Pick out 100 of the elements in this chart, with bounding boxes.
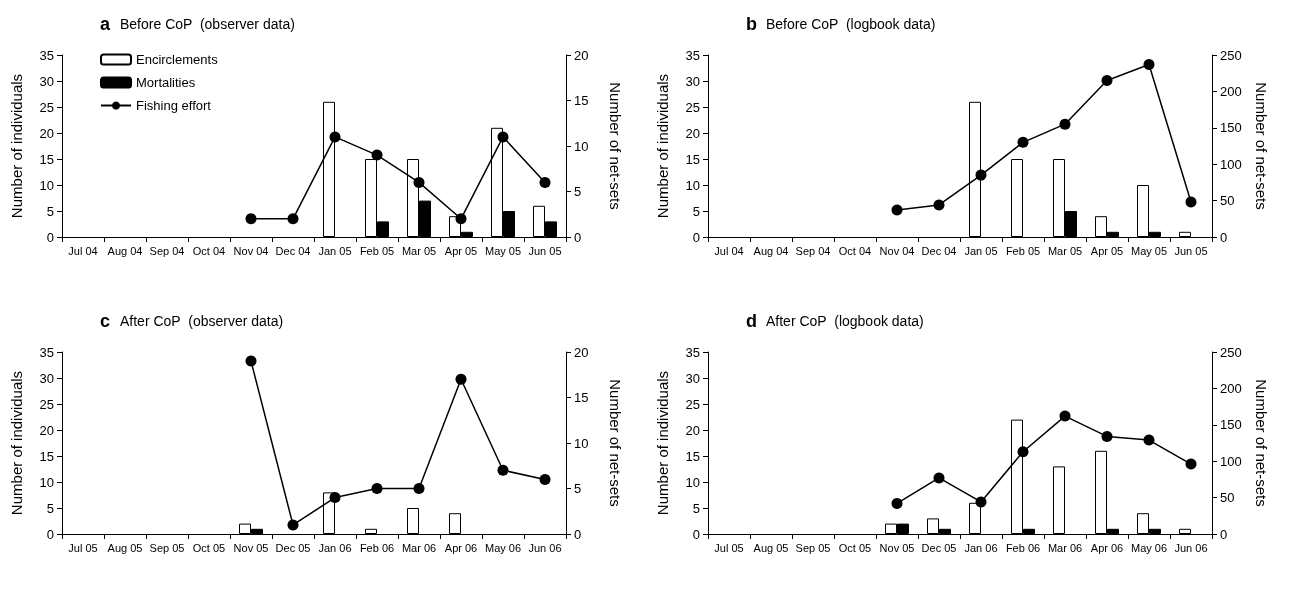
- point: [371, 149, 383, 161]
- x-tick-label: Jun 05: [1174, 244, 1208, 257]
- point: [329, 131, 341, 143]
- x-tick-label: Aug 05: [753, 541, 789, 554]
- y2-axis-title: Number of net-sets: [1253, 82, 1270, 210]
- point: [539, 176, 551, 188]
- x-tick-label: Oct 04: [838, 244, 872, 257]
- point: [1101, 430, 1113, 442]
- y-tick-label: 20: [39, 422, 54, 438]
- x-tick-label: Aug 04: [753, 244, 789, 257]
- y2-tick-label: 100: [1220, 156, 1242, 172]
- x-tick-label: Oct 05: [192, 541, 226, 554]
- x-tick-label: Jul 05: [714, 541, 744, 554]
- y-tick-label: 25: [685, 396, 700, 412]
- y-tick-label: 30: [685, 73, 700, 89]
- y2-tick-label: 0: [574, 526, 582, 542]
- point: [975, 496, 987, 508]
- x-tick-label: Nov 04: [879, 244, 915, 257]
- y-tick-label: 0: [692, 229, 700, 245]
- chart-subtitle: Before CoP (observer data): [120, 16, 295, 32]
- x-tick-label: Aug 05: [107, 541, 143, 554]
- x-tick-label: Mar 05: [401, 244, 437, 257]
- y2-tick-label: 5: [574, 184, 582, 199]
- x-tick-label: Apr 05: [1090, 244, 1124, 257]
- x-tick-label: Apr 05: [444, 244, 478, 257]
- x-tick-label: Jan 06: [318, 541, 352, 554]
- x-tick-label: May 06: [484, 541, 522, 554]
- point: [1059, 410, 1071, 422]
- y-tick-label: 35: [685, 344, 700, 360]
- x-tick-label: Feb 06: [359, 541, 395, 554]
- y2-tick-label: 15: [574, 390, 589, 405]
- y2-tick-label: 50: [1220, 490, 1235, 506]
- y2-tick-label: 15: [574, 93, 589, 108]
- point: [1143, 434, 1155, 446]
- y2-tick-label: 10: [574, 435, 589, 451]
- y2-axis-title: Number of net-sets: [1253, 379, 1270, 507]
- y-axis-title: Number of individuals: [8, 73, 25, 219]
- x-tick-label: Mar 06: [1047, 541, 1083, 554]
- x-tick-label: May 05: [484, 244, 522, 257]
- x-tick-label: Oct 05: [838, 541, 872, 554]
- chart-title: c: [100, 311, 111, 331]
- x-tick-label: Sep 04: [795, 244, 831, 257]
- x-tick-label: Dec 05: [921, 541, 957, 554]
- y-tick-label: 20: [685, 422, 700, 438]
- y-tick-label: 30: [39, 370, 54, 386]
- y-tick-label: 10: [685, 177, 700, 193]
- x-tick-label: Mar 06: [401, 541, 437, 554]
- y-tick-label: 5: [692, 203, 700, 219]
- y2-tick-label: 150: [1220, 417, 1242, 433]
- y2-tick-label: 50: [1220, 193, 1235, 209]
- x-tick-label: Sep 05: [149, 541, 185, 554]
- x-tick-label: Feb 05: [1005, 244, 1041, 257]
- y-tick-label: 0: [46, 229, 54, 245]
- y-tick-label: 20: [39, 125, 54, 141]
- x-tick-label: Aug 04: [107, 244, 143, 257]
- x-tick-label: Sep 05: [795, 541, 831, 554]
- y-tick-label: 5: [46, 500, 54, 516]
- y-tick-label: 10: [39, 177, 54, 193]
- x-tick-label: Nov 05: [233, 541, 269, 554]
- point: [1017, 136, 1029, 148]
- x-tick-label: Oct 04: [192, 244, 226, 257]
- point: [1101, 74, 1113, 86]
- point: [933, 199, 945, 211]
- point: [287, 519, 299, 531]
- point: [329, 492, 341, 504]
- x-tick-label: Jun 06: [1174, 541, 1208, 554]
- chart-subtitle: Before CoP (logbook data): [766, 16, 936, 32]
- y2-tick-label: 100: [1220, 453, 1242, 469]
- point: [1059, 118, 1071, 130]
- x-tick-label: Jan 05: [318, 244, 352, 257]
- chart-subtitle: After CoP (observer data): [120, 313, 284, 329]
- y-tick-label: 20: [685, 125, 700, 141]
- y-tick-label: 10: [685, 474, 700, 490]
- point: [1185, 196, 1197, 208]
- x-tick-label: Sep 04: [149, 244, 185, 257]
- y-axis-title: Number of individuals: [654, 73, 671, 219]
- point: [933, 472, 945, 484]
- point: [455, 373, 467, 385]
- x-tick-label: Jan 05: [964, 244, 998, 257]
- point: [891, 497, 903, 509]
- x-tick-label: May 06: [1130, 541, 1168, 554]
- y2-axis-title: Number of net-sets: [607, 379, 624, 507]
- point: [975, 169, 987, 181]
- y-tick-label: 25: [39, 99, 54, 115]
- point: [1143, 58, 1155, 70]
- x-tick-label: Dec 04: [921, 244, 957, 257]
- legend-label: Encirclements: [136, 52, 219, 67]
- point: [413, 176, 425, 188]
- point: [497, 464, 509, 476]
- x-tick-label: Nov 04: [233, 244, 269, 257]
- y-tick-label: 25: [685, 99, 700, 115]
- y2-tick-label: 250: [1220, 344, 1242, 360]
- x-tick-label: Dec 04: [275, 244, 311, 257]
- y-axis-title: Number of individuals: [8, 370, 25, 516]
- y2-axis-title: Number of net-sets: [607, 82, 624, 210]
- y2-tick-label: 200: [1220, 83, 1242, 99]
- y-tick-label: 15: [39, 151, 54, 167]
- y2-tick-label: 20: [574, 47, 589, 63]
- x-tick-label: Feb 05: [359, 244, 395, 257]
- y-tick-label: 15: [685, 151, 700, 167]
